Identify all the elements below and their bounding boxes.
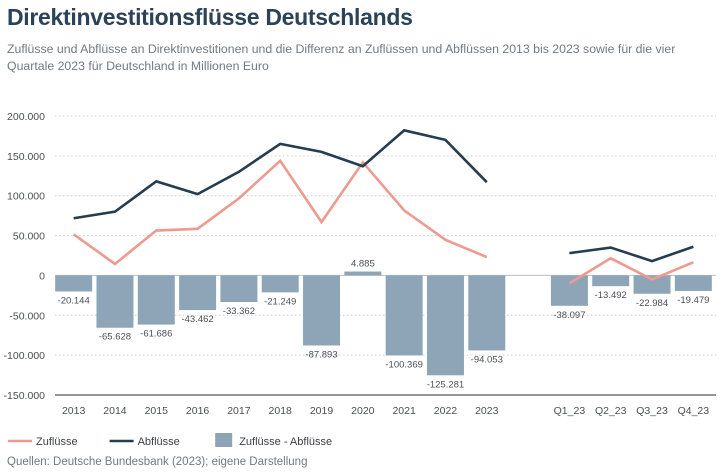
x-tick-label: 2015 [145,405,169,417]
x-tick-label: Q3_23 [636,405,668,417]
bar [96,275,134,328]
bar-data-label: -21.249 [264,296,296,307]
bar-data-label: -61.686 [140,329,172,340]
x-tick-label: 2017 [227,405,251,417]
x-tick-label: 2020 [351,405,375,417]
chart-subtitle: Zuflüsse und Abflüsse an Direktinvestiti… [7,42,676,73]
legend-label: Zuflüsse [36,436,78,448]
x-tick-label: Q4_23 [678,405,710,417]
x-tick-label: 2019 [310,405,334,417]
bar-data-label: -125.281 [427,379,465,390]
y-tick-label: 0 [39,270,45,282]
bar [633,275,671,294]
legend-bar-swatch [215,433,233,447]
bar-data-label: 4.885 [351,259,375,270]
bar [179,275,217,311]
x-tick-label: 2013 [62,405,86,417]
x-tick-label: 2016 [186,405,210,417]
bar [426,275,464,376]
bar [592,275,630,287]
y-tick-label: 100.000 [7,191,45,203]
x-tick-label: 2022 [434,405,458,417]
bar-data-label: -19.479 [677,295,709,306]
bar [137,275,175,325]
x-tick-label: Q2_23 [595,405,627,417]
bar-data-label: -94.053 [471,354,503,365]
bar-data-label: -33.362 [223,306,255,317]
legend-label: Zuflüsse - Abflüsse [239,436,332,448]
y-tick-label: -50.000 [9,310,45,322]
x-tick-label: 2023 [475,405,499,417]
x-tick-label: 2014 [103,405,127,417]
bar-data-label: -65.628 [99,332,131,343]
legend-label: Abflüsse [138,436,180,448]
x-tick-label: 2018 [269,405,293,417]
y-tick-label: 200.000 [7,111,45,123]
bar [468,275,506,351]
line-series-abfl-sse [73,128,488,220]
y-tick-label: -150.000 [4,390,46,402]
bar-data-label: -38.097 [553,310,585,321]
bar-data-label: -13.492 [595,290,627,301]
x-tick-label: 2021 [392,405,416,417]
x-tick-label: Q1_23 [554,405,586,417]
y-tick-label: -100.000 [4,350,46,362]
line-series-abfl-sse [569,245,694,263]
bar [220,275,258,303]
bar [303,275,341,346]
y-tick-label: 50.000 [13,231,45,243]
source-note: Quellen: Deutsche Bundesbank (2023); eig… [7,456,308,468]
bar [55,275,93,292]
bar [550,275,588,306]
bar [261,275,299,293]
line-series-zufl-sse [568,256,694,285]
bar-data-label: -100.369 [385,359,423,370]
bar-data-label: -22.984 [636,298,668,309]
bar-data-label: -43.462 [181,314,213,325]
bar [385,275,423,356]
chart-title: Direktinvestitionsflüsse Deutschlands [7,4,413,30]
bar-data-label: -87.893 [305,349,337,360]
line-series-zufl-sse [72,158,488,266]
bar-data-label: -20.144 [58,295,90,306]
bar [344,271,382,276]
bar [674,275,712,291]
y-tick-label: 150.000 [7,151,45,163]
